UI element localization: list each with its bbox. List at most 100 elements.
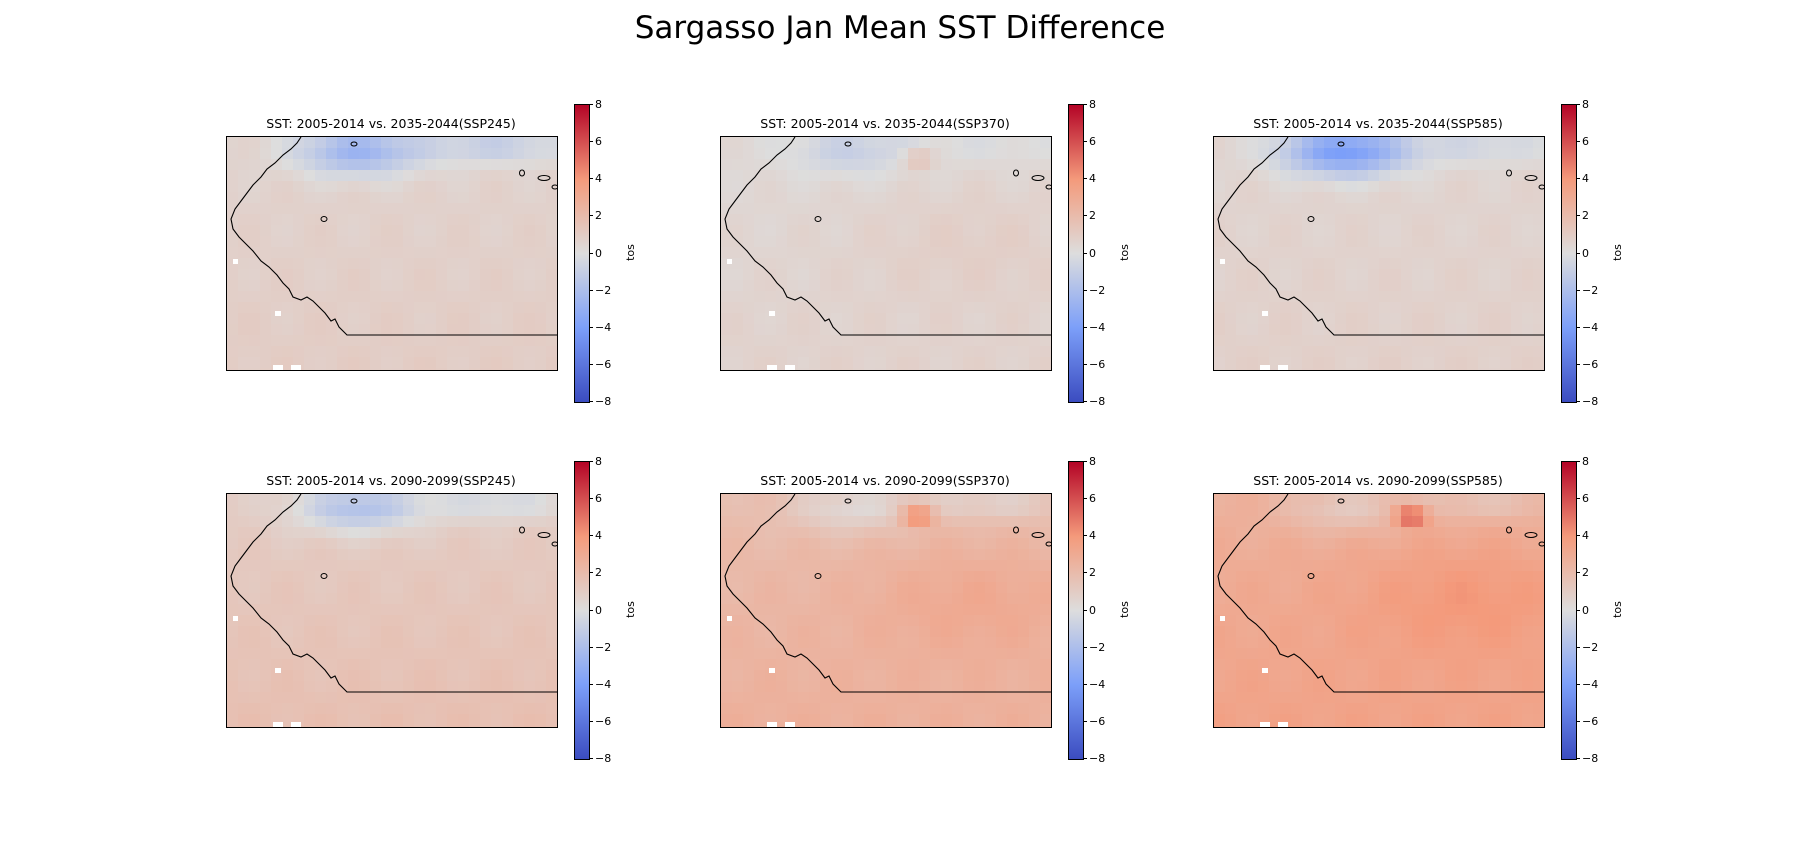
heatmap-cell [337, 313, 349, 325]
heatmap-cell [1489, 247, 1501, 259]
heatmap-cell [1412, 659, 1424, 671]
heatmap-cell [864, 659, 876, 671]
colorbar-tick-label: 0 [1089, 247, 1096, 260]
heatmap-cell [732, 516, 744, 528]
heatmap-cell [941, 269, 953, 281]
heatmap-cell [974, 615, 986, 627]
heatmap-cell [1029, 181, 1041, 193]
heatmap-cell [1445, 302, 1457, 314]
heatmap-cell [1236, 313, 1248, 325]
colorbar [1561, 104, 1577, 403]
heatmap-cell [897, 494, 909, 506]
heatmap-cell [1401, 692, 1413, 704]
heatmap-cell [1478, 148, 1490, 160]
heatmap-cell [1313, 648, 1325, 660]
heatmap-cell [458, 313, 470, 325]
heatmap-cell [886, 703, 898, 715]
heatmap-cell [425, 725, 437, 727]
heatmap-cell [469, 659, 481, 671]
heatmap-cell [765, 159, 777, 171]
heatmap-cell [1258, 236, 1270, 248]
heatmap-cell [1018, 258, 1030, 270]
heatmap-cell [348, 626, 360, 638]
heatmap-cell [1324, 648, 1336, 660]
heatmap-cell [1511, 313, 1523, 325]
heatmap-cell [908, 148, 920, 160]
heatmap-cell [831, 516, 843, 528]
heatmap-cell [513, 269, 525, 281]
heatmap-cell [886, 225, 898, 237]
heatmap-cell [831, 302, 843, 314]
heatmap-cell [535, 714, 547, 726]
heatmap-cell [809, 505, 821, 517]
heatmap-cell [304, 637, 316, 649]
heatmap-cell [963, 324, 975, 336]
heatmap-cell [271, 291, 283, 303]
heatmap-cell [535, 302, 547, 314]
colorbar-tick [1083, 721, 1087, 722]
heatmap-cell [326, 291, 338, 303]
heatmap-cell [414, 357, 426, 369]
heatmap-cell [491, 280, 503, 292]
heatmap-cell [908, 670, 920, 682]
heatmap-cell [315, 159, 327, 171]
heatmap-cell [1247, 714, 1259, 726]
heatmap-cell [304, 582, 316, 594]
heatmap-cell [985, 560, 997, 572]
heatmap-cell [348, 302, 360, 314]
heatmap-cell [1423, 302, 1435, 314]
heatmap-cell [535, 538, 547, 550]
heatmap-cell [1313, 225, 1325, 237]
heatmap-cell [732, 181, 744, 193]
heatmap-cell [787, 692, 799, 704]
heatmap-cell [524, 291, 536, 303]
heatmap-cell [458, 527, 470, 539]
heatmap-cell [1489, 225, 1501, 237]
heatmap-cell [765, 258, 777, 270]
heatmap-cell [392, 516, 404, 528]
heatmap-cell [853, 148, 865, 160]
heatmap-cell [447, 159, 459, 171]
colorbar-tick [589, 141, 593, 142]
heatmap-cell [315, 494, 327, 506]
heatmap-cell [1467, 505, 1479, 517]
heatmap-cell [721, 626, 733, 638]
heatmap-cell [732, 582, 744, 594]
heatmap-cell [491, 549, 503, 561]
heatmap-cell [1379, 313, 1391, 325]
heatmap-cell [1434, 203, 1446, 215]
heatmap-cell [919, 159, 931, 171]
heatmap-cell [798, 538, 810, 550]
heatmap-cell [337, 148, 349, 160]
heatmap-cell [1280, 137, 1292, 149]
heatmap-cell [1225, 494, 1237, 506]
heatmap-cell [798, 604, 810, 616]
heatmap-cell [535, 203, 547, 215]
heatmap-cell [260, 247, 272, 259]
missing-data-cell [785, 365, 795, 370]
heatmap-cell [271, 593, 283, 605]
heatmap-cell [732, 258, 744, 270]
heatmap-cell [886, 269, 898, 281]
heatmap-cell [1489, 170, 1501, 182]
heatmap-cell [1423, 181, 1435, 193]
heatmap-cell [249, 269, 261, 281]
heatmap-cell [381, 505, 393, 517]
heatmap-cell [1225, 269, 1237, 281]
heatmap-cell [403, 192, 415, 204]
heatmap-cell [1029, 604, 1041, 616]
heatmap-cell [1018, 582, 1030, 594]
heatmap-cell [732, 247, 744, 259]
heatmap-cell [820, 648, 832, 660]
heatmap-cell [1412, 527, 1424, 539]
heatmap-cell [1280, 670, 1292, 682]
island-outline [1524, 175, 1538, 181]
heatmap-cell [414, 648, 426, 660]
heatmap-cell [1511, 615, 1523, 627]
heatmap-cell [776, 703, 788, 715]
heatmap-cell [1007, 181, 1019, 193]
heatmap-cell [392, 357, 404, 369]
heatmap-cell [842, 269, 854, 281]
heatmap-cell [787, 560, 799, 572]
heatmap-cell [1390, 692, 1402, 704]
